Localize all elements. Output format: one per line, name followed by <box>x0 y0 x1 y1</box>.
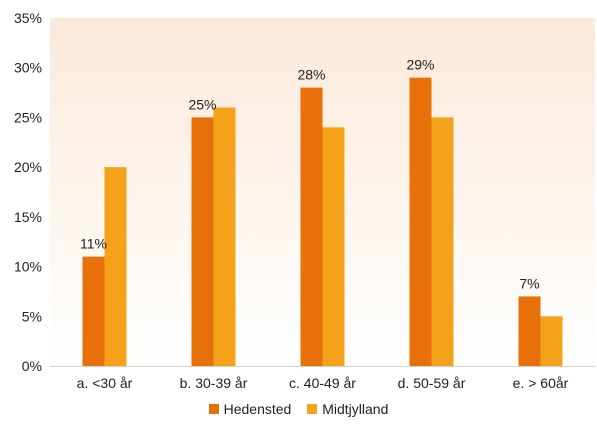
y-tick-label: 10% <box>14 259 42 275</box>
bar-midtjylland-3 <box>431 117 454 366</box>
y-tick-label: 30% <box>14 60 42 76</box>
x-category-label: b. 30-39 år <box>180 375 248 391</box>
legend-swatch-hedensted <box>208 404 219 414</box>
legend-label-midtjylland: Midtjylland <box>322 401 389 417</box>
data-label-hedensted-3: 29% <box>406 57 434 73</box>
x-category-label: e. > 60år <box>513 375 569 391</box>
legend: Hedensted Midtjylland <box>0 401 597 417</box>
bar-hedensted-4 <box>518 296 541 366</box>
legend-label-hedensted: Hedensted <box>223 401 292 417</box>
y-tick-label: 5% <box>22 308 42 324</box>
bar-midtjylland-0 <box>104 167 127 366</box>
legend-swatch-midtjylland <box>307 404 318 414</box>
bar-midtjylland-2 <box>322 127 345 366</box>
data-label-hedensted-2: 28% <box>297 67 325 83</box>
data-label-hedensted-4: 7% <box>519 275 539 291</box>
y-tick-label: 35% <box>14 10 42 26</box>
legend-item-midtjylland: Midtjylland <box>307 401 388 417</box>
y-tick-label: 25% <box>14 109 42 125</box>
y-tick-label: 20% <box>14 159 42 175</box>
data-label-hedensted-1: 25% <box>188 96 216 112</box>
legend-item-hedensted: Hedensted <box>208 401 292 417</box>
bar-midtjylland-4 <box>540 316 563 366</box>
y-tick-label: 15% <box>14 209 42 225</box>
bar-hedensted-0 <box>82 256 105 366</box>
bar-hedensted-2 <box>300 87 323 366</box>
data-label-hedensted-0: 11% <box>80 236 107 252</box>
y-tick-label: 0% <box>22 358 42 374</box>
bar-hedensted-3 <box>409 77 432 367</box>
bar-midtjylland-1 <box>213 107 236 366</box>
bar-hedensted-1 <box>191 117 214 366</box>
x-category-label: a. <30 år <box>77 375 133 391</box>
x-category-label: c. 40-49 år <box>289 375 356 391</box>
x-category-label: d. 50-59 år <box>398 375 466 391</box>
